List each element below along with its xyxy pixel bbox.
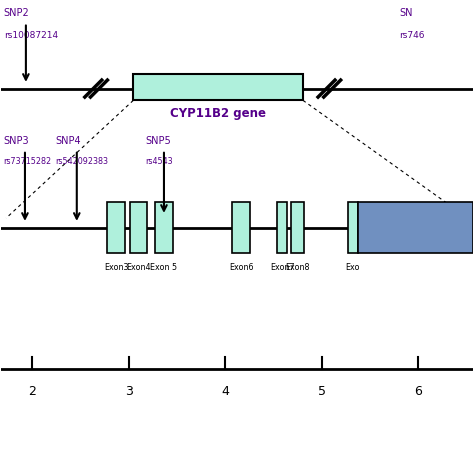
Text: 5: 5 — [318, 385, 326, 399]
Text: 3: 3 — [125, 385, 133, 399]
Bar — [358, 201, 473, 254]
Text: 2: 2 — [28, 385, 36, 399]
Text: Exon8: Exon8 — [285, 263, 310, 272]
Text: Exon3: Exon3 — [104, 263, 128, 272]
Bar — [129, 201, 147, 254]
Text: Exon6: Exon6 — [229, 263, 254, 272]
Text: SNP2: SNP2 — [4, 9, 29, 18]
Text: Exon4: Exon4 — [126, 263, 151, 272]
Bar — [348, 201, 358, 254]
Text: Exon 5: Exon 5 — [150, 263, 178, 272]
Text: rs10087214: rs10087214 — [4, 31, 58, 40]
Text: rs73715282: rs73715282 — [4, 157, 52, 166]
Bar — [108, 201, 125, 254]
Text: SNP5: SNP5 — [145, 136, 171, 146]
Text: 4: 4 — [221, 385, 229, 399]
Text: rs4543: rs4543 — [145, 157, 173, 166]
Bar — [155, 201, 173, 254]
Text: SNP4: SNP4 — [55, 136, 81, 146]
Text: 6: 6 — [414, 385, 422, 399]
Bar — [291, 201, 304, 254]
Bar — [277, 201, 287, 254]
Bar — [232, 201, 250, 254]
Text: SNP3: SNP3 — [4, 136, 29, 146]
Bar — [133, 74, 303, 100]
Text: rs542092383: rs542092383 — [55, 157, 109, 166]
Text: rs746: rs746 — [400, 31, 425, 40]
Text: CYP11B2 gene: CYP11B2 gene — [170, 108, 266, 120]
Text: SN: SN — [400, 9, 413, 18]
Text: Exo: Exo — [346, 263, 360, 272]
Text: Exon7: Exon7 — [270, 263, 294, 272]
